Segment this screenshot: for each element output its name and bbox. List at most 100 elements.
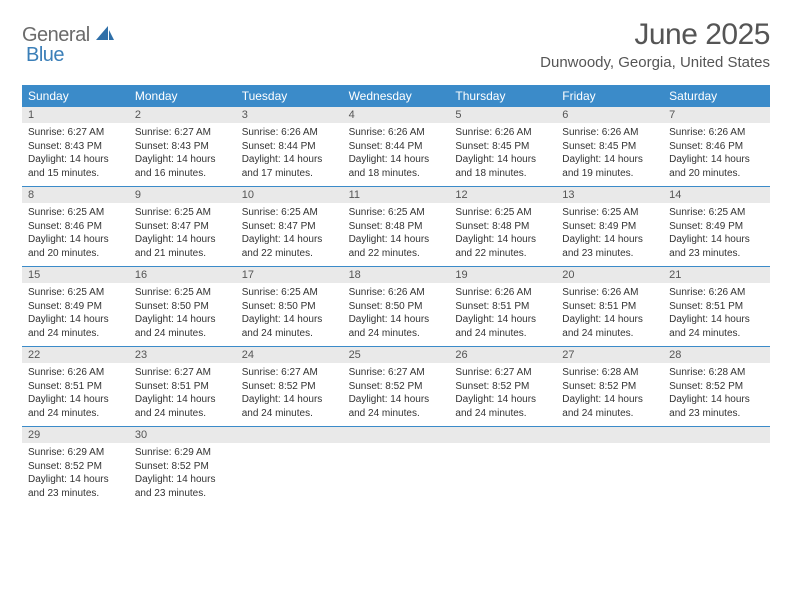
daylight-line: Daylight: 14 hours and 23 minutes.: [562, 233, 657, 260]
daylight-line: Daylight: 14 hours and 21 minutes.: [135, 233, 230, 260]
day-number: 27: [556, 347, 663, 363]
weekday-header: Friday: [556, 85, 663, 107]
sunrise-line: Sunrise: 6:26 AM: [455, 286, 550, 300]
daylight-line: Daylight: 14 hours and 23 minutes.: [669, 233, 764, 260]
daylight-line: Daylight: 14 hours and 23 minutes.: [28, 473, 123, 500]
sunrise-line: Sunrise: 6:26 AM: [28, 366, 123, 380]
daylight-line: Daylight: 14 hours and 18 minutes.: [455, 153, 550, 180]
sunrise-line: Sunrise: 6:25 AM: [242, 286, 337, 300]
day-number: 24: [236, 347, 343, 363]
daylight-line: Daylight: 14 hours and 24 minutes.: [562, 313, 657, 340]
week-content-row: Sunrise: 6:25 AM Sunset: 8:49 PM Daylight:…: [22, 283, 770, 347]
daylight-line: Daylight: 14 hours and 24 minutes.: [349, 313, 444, 340]
day-number: [343, 427, 450, 443]
week-content-row: Sunrise: 6:26 AMSunset: 8:51 PMDaylight:…: [22, 363, 770, 427]
daylight-line: Daylight: 14 hours and 24 minutes.: [135, 313, 230, 340]
sunrise-line: Sunrise: 6:25 AM: [135, 206, 230, 220]
sunset-line: Sunset: 8:50 PM: [242, 300, 337, 314]
day-cell: Sunrise: 6:27 AMSunset: 8:43 PMDaylight:…: [22, 123, 129, 186]
sunrise-line: Sunrise: 6:27 AM: [28, 126, 123, 140]
daylight-line: Daylight: 14 hours and 24 minutes.: [562, 393, 657, 420]
sunrise-line: Sunrise: 6:25 AM: [562, 206, 657, 220]
sunset-line: Sunset: 8:52 PM: [349, 380, 444, 394]
day-number: 13: [556, 187, 663, 203]
day-number: 20: [556, 267, 663, 283]
day-cell: Sunrise: 6:25 AMSunset: 8:49 PMDaylight:…: [556, 203, 663, 266]
day-cell: Sunrise: 6:29 AMSunset: 8:52 PMDaylight:…: [22, 443, 129, 506]
weekday-header: Saturday: [663, 85, 770, 107]
day-cell: Sunrise: 6:28 AMSunset: 8:52 PMDaylight:…: [663, 363, 770, 426]
day-number: 3: [236, 107, 343, 123]
day-cell: Sunrise: 6:27 AMSunset: 8:52 PMDaylight:…: [343, 363, 450, 426]
daylight-line: Daylight: 14 hours and 24 minutes.: [349, 393, 444, 420]
sunrise-line: Sunrise: 6:27 AM: [349, 366, 444, 380]
sunrise-line: Sunrise: 6:27 AM: [135, 366, 230, 380]
day-number: 29: [22, 427, 129, 443]
day-number: [663, 427, 770, 443]
sunrise-line: Sunrise: 6:27 AM: [242, 366, 337, 380]
brand-text-blue: Blue: [26, 44, 64, 66]
day-number: 14: [663, 187, 770, 203]
day-number: 26: [449, 347, 556, 363]
day-cell: [556, 443, 663, 506]
sunrise-line: Sunrise: 6:26 AM: [562, 126, 657, 140]
day-cell: Sunrise: 6:25 AMSunset: 8:50 PMDaylight:…: [236, 283, 343, 346]
day-cell: Sunrise: 6:26 AMSunset: 8:51 PMDaylight:…: [449, 283, 556, 346]
day-cell: Sunrise: 6:26 AMSunset: 8:51 PMDaylight:…: [556, 283, 663, 346]
day-cell: Sunrise: 6:27 AMSunset: 8:43 PMDaylight:…: [129, 123, 236, 186]
day-cell: [449, 443, 556, 506]
weekday-header: Thursday: [449, 85, 556, 107]
sunset-line: Sunset: 8:52 PM: [562, 380, 657, 394]
day-cell: Sunrise: 6:26 AMSunset: 8:45 PMDaylight:…: [556, 123, 663, 186]
day-cell: Sunrise: 6:25 AMSunset: 8:47 PMDaylight:…: [129, 203, 236, 266]
sunset-line: Sunset: 8:49 PM: [28, 300, 123, 314]
daylight-line: Daylight: 14 hours and 24 minutes.: [242, 393, 337, 420]
day-number: [556, 427, 663, 443]
day-cell: Sunrise: 6:25 AMSunset: 8:48 PMDaylight:…: [343, 203, 450, 266]
day-cell: Sunrise: 6:26 AMSunset: 8:44 PMDaylight:…: [236, 123, 343, 186]
daylight-line: Daylight: 14 hours and 24 minutes.: [28, 393, 123, 420]
week-content-row: Sunrise: 6:29 AMSunset: 8:52 PMDaylight:…: [22, 443, 770, 506]
day-number: 11: [343, 187, 450, 203]
sunrise-line: Sunrise: 6:25 AM: [242, 206, 337, 220]
sunset-line: Sunset: 8:48 PM: [349, 220, 444, 234]
weekday-header: Sunday: [22, 85, 129, 107]
sunrise-line: Sunrise: 6:25 AM: [349, 206, 444, 220]
day-number: [449, 427, 556, 443]
sunrise-line: Sunrise: 6:25 AM: [135, 286, 230, 300]
page-header: General June 2025 Dunwoody, Georgia, Uni…: [0, 0, 792, 77]
day-cell: Sunrise: 6:25 AMSunset: 8:49 PMDaylight:…: [663, 203, 770, 266]
sunset-line: Sunset: 8:51 PM: [455, 300, 550, 314]
day-number: 21: [663, 267, 770, 283]
sunset-line: Sunset: 8:51 PM: [28, 380, 123, 394]
daylight-line: Daylight: 14 hours and 20 minutes.: [28, 233, 123, 260]
sunrise-line: Sunrise: 6:26 AM: [455, 126, 550, 140]
day-number: 7: [663, 107, 770, 123]
sunrise-line: Sunrise: 6:26 AM: [669, 126, 764, 140]
daylight-line: Daylight: 14 hours and 23 minutes.: [669, 393, 764, 420]
day-cell: Sunrise: 6:25 AMSunset: 8:49 PMDaylight:…: [22, 283, 129, 346]
daylight-line: Daylight: 14 hours and 23 minutes.: [135, 473, 230, 500]
day-cell: [343, 443, 450, 506]
day-number: 4: [343, 107, 450, 123]
sunrise-line: Sunrise: 6:26 AM: [669, 286, 764, 300]
day-number: [236, 427, 343, 443]
sunset-line: Sunset: 8:48 PM: [455, 220, 550, 234]
day-number-row: 891011121314: [22, 187, 770, 203]
sunrise-line: Sunrise: 6:25 AM: [455, 206, 550, 220]
sunset-line: Sunset: 8:52 PM: [135, 460, 230, 474]
sunrise-line: Sunrise: 6:26 AM: [242, 126, 337, 140]
sunset-line: Sunset: 8:51 PM: [562, 300, 657, 314]
location-text: Dunwoody, Georgia, United States: [540, 54, 770, 71]
sunset-line: Sunset: 8:45 PM: [562, 140, 657, 154]
sunrise-line: Sunrise: 6:27 AM: [135, 126, 230, 140]
sunset-line: Sunset: 8:52 PM: [669, 380, 764, 394]
day-cell: Sunrise: 6:26 AMSunset: 8:44 PMDaylight:…: [343, 123, 450, 186]
sunset-line: Sunset: 8:52 PM: [242, 380, 337, 394]
daylight-line: Daylight: 14 hours and 20 minutes.: [669, 153, 764, 180]
sunset-line: Sunset: 8:43 PM: [28, 140, 123, 154]
day-number: 9: [129, 187, 236, 203]
day-number: 25: [343, 347, 450, 363]
day-cell: Sunrise: 6:28 AMSunset: 8:52 PMDaylight:…: [556, 363, 663, 426]
week-content-row: Sunrise: 6:27 AMSunset: 8:43 PMDaylight:…: [22, 123, 770, 187]
